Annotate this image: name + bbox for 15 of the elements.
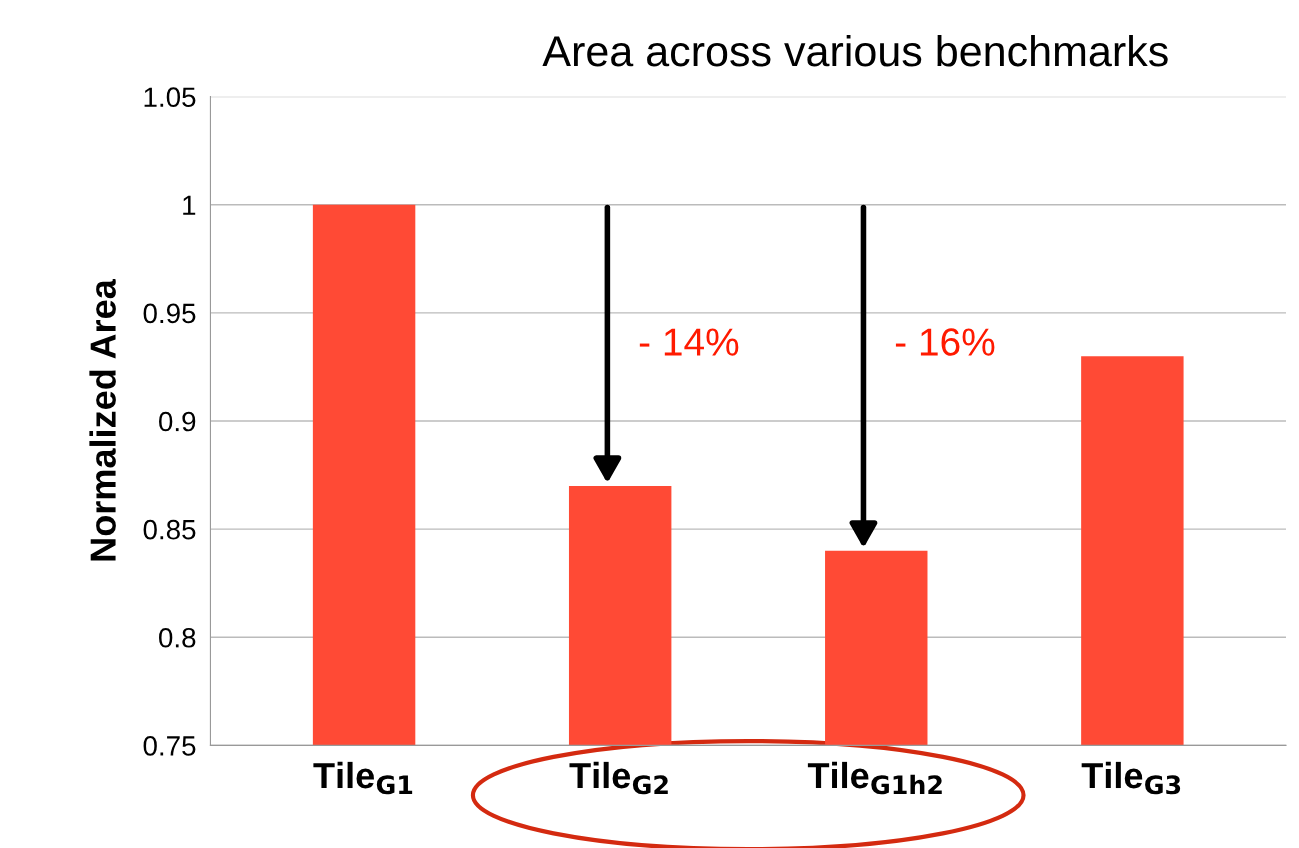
y-axis-title: Normalized Area	[89, 278, 116, 561]
y-tick-label: 1.05	[144, 87, 196, 108]
y-tick-label: 0.8	[159, 627, 196, 648]
x-tick-label: Tile$_{G2}$	[569, 761, 668, 795]
annotation: - 16%	[895, 328, 995, 356]
x-tick-label: Tile$_{G3}$	[1081, 761, 1181, 795]
x-tick-label: Tile$_{G1h2}$	[807, 761, 942, 795]
y-tick-label: 1	[183, 195, 196, 215]
y-tick-label: 0.9	[159, 411, 196, 432]
y-tick-label: 0.95	[143, 303, 196, 324]
chart-title: Area across various benchmarks	[542, 34, 1168, 67]
y-tick-label: 0.85	[143, 519, 196, 540]
y-tick-label: 0.75	[143, 736, 196, 756]
annotation: - 14%	[639, 328, 739, 356]
x-tick-label: Tile$_{G1}$	[313, 761, 413, 795]
